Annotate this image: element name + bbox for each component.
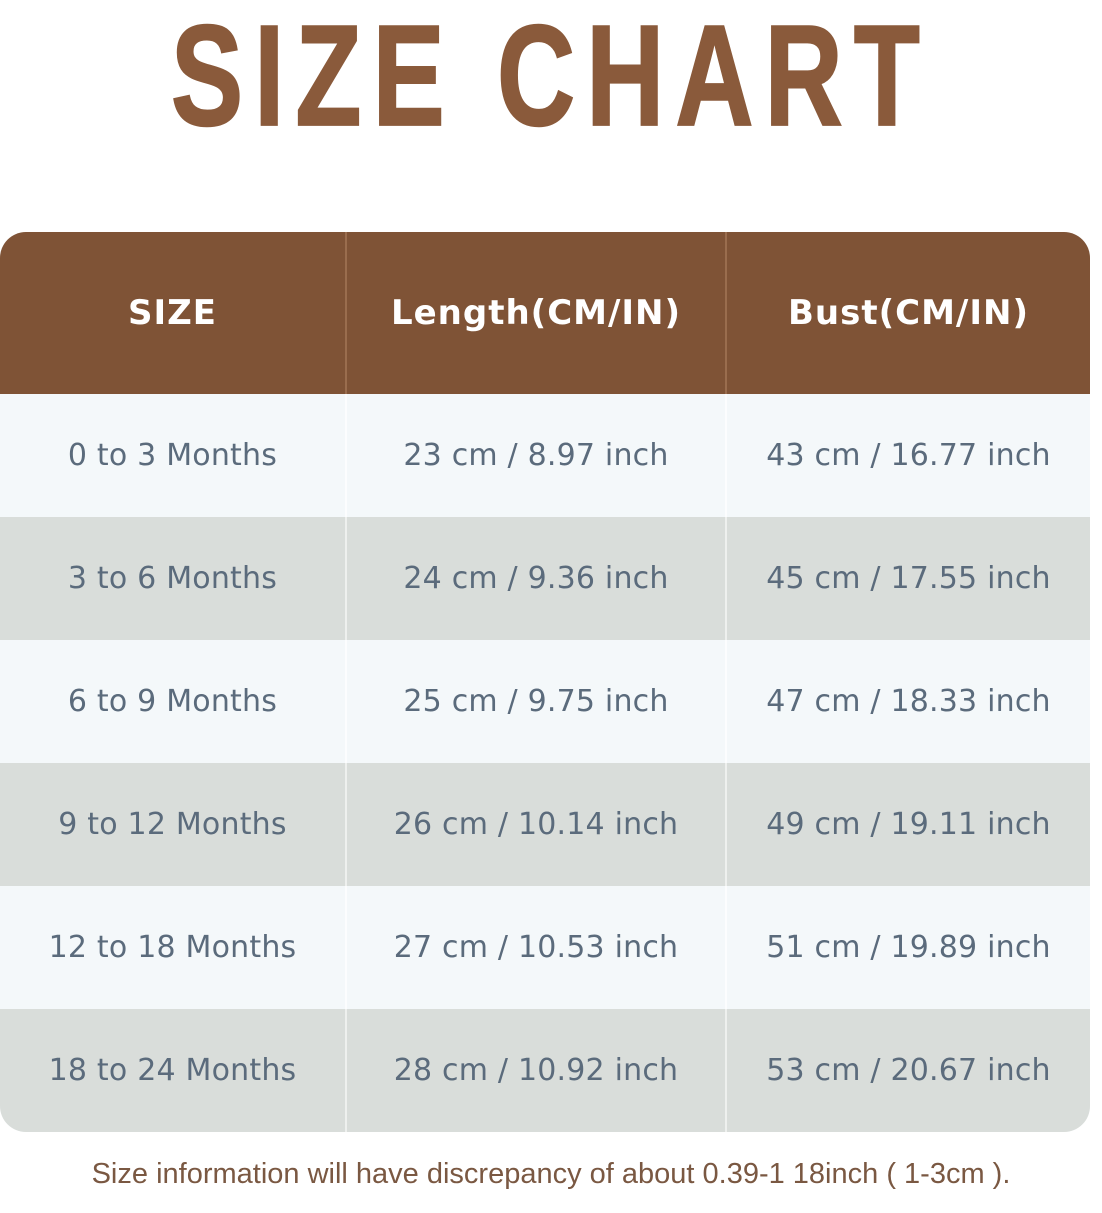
cell-bust: 45 cm / 17.55 inch (725, 517, 1090, 640)
table-row: 0 to 3 Months 23 cm / 8.97 inch 43 cm / … (0, 394, 1090, 517)
cell-length: 23 cm / 8.97 inch (345, 394, 725, 517)
column-header-length: Length(CM/IN) (345, 232, 725, 394)
page-title-container: SIZE CHART (0, 0, 1102, 150)
size-chart-table: SIZE Length(CM/IN) Bust(CM/IN) 0 to 3 Mo… (0, 232, 1090, 1132)
cell-length: 24 cm / 9.36 inch (345, 517, 725, 640)
table-row: 6 to 9 Months 25 cm / 9.75 inch 47 cm / … (0, 640, 1090, 763)
cell-length: 27 cm / 10.53 inch (345, 886, 725, 1009)
cell-length: 28 cm / 10.92 inch (345, 1009, 725, 1132)
page-title: SIZE CHART (170, 0, 931, 156)
cell-bust: 49 cm / 19.11 inch (725, 763, 1090, 886)
cell-size: 12 to 18 Months (48, 930, 297, 965)
cell-size: 9 to 12 Months (58, 807, 287, 842)
table-row: 3 to 6 Months 24 cm / 9.36 inch 45 cm / … (0, 517, 1090, 640)
table-row: 12 to 18 Months 27 cm / 10.53 inch 51 cm… (0, 886, 1090, 1009)
cell-size: 3 to 6 Months (67, 561, 278, 596)
column-header-size: SIZE (127, 293, 218, 333)
table-header-row: SIZE Length(CM/IN) Bust(CM/IN) (0, 232, 1090, 394)
table-row: 9 to 12 Months 26 cm / 10.14 inch 49 cm … (0, 763, 1090, 886)
cell-bust: 51 cm / 19.89 inch (725, 886, 1090, 1009)
cell-size: 6 to 9 Months (67, 684, 278, 719)
cell-size: 18 to 24 Months (48, 1053, 297, 1088)
size-discrepancy-note: Size information will have discrepancy o… (91, 1158, 1011, 1190)
cell-length: 26 cm / 10.14 inch (345, 763, 725, 886)
column-header-bust: Bust(CM/IN) (725, 232, 1090, 394)
table-row: 18 to 24 Months 28 cm / 10.92 inch 53 cm… (0, 1009, 1090, 1132)
cell-bust: 47 cm / 18.33 inch (725, 640, 1090, 763)
cell-length: 25 cm / 9.75 inch (345, 640, 725, 763)
cell-size: 0 to 3 Months (67, 438, 278, 473)
cell-bust: 53 cm / 20.67 inch (725, 1009, 1090, 1132)
cell-bust: 43 cm / 16.77 inch (725, 394, 1090, 517)
